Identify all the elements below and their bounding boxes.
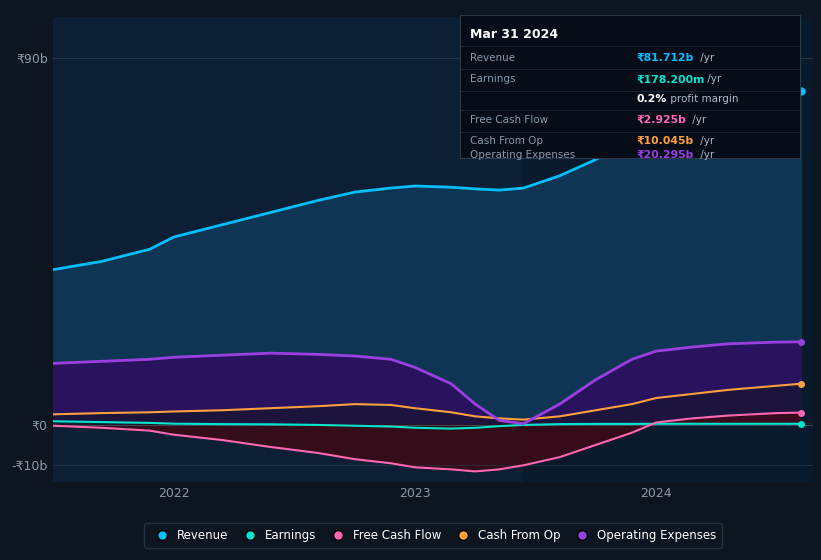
Text: /yr: /yr — [697, 150, 714, 160]
Text: /yr: /yr — [697, 136, 714, 146]
Text: Free Cash Flow: Free Cash Flow — [470, 115, 548, 125]
Text: ₹2.925b: ₹2.925b — [637, 115, 686, 125]
Text: Operating Expenses: Operating Expenses — [470, 150, 576, 160]
Text: /yr: /yr — [689, 115, 706, 125]
Text: Mar 31 2024: Mar 31 2024 — [470, 28, 558, 41]
Text: ₹20.295b: ₹20.295b — [637, 150, 695, 160]
Bar — [524, 17, 813, 482]
Text: Cash From Op: Cash From Op — [470, 136, 544, 146]
Legend: Revenue, Earnings, Free Cash Flow, Cash From Op, Operating Expenses: Revenue, Earnings, Free Cash Flow, Cash … — [144, 523, 722, 548]
Text: ₹178.200m: ₹178.200m — [637, 74, 705, 85]
Text: Earnings: Earnings — [470, 74, 516, 85]
Text: profit margin: profit margin — [667, 94, 738, 104]
Text: /yr: /yr — [704, 74, 722, 85]
Text: 0.2%: 0.2% — [637, 94, 667, 104]
Text: ₹10.045b: ₹10.045b — [637, 136, 694, 146]
Text: ₹81.712b: ₹81.712b — [637, 53, 695, 63]
Text: Revenue: Revenue — [470, 53, 516, 63]
Text: /yr: /yr — [697, 53, 714, 63]
